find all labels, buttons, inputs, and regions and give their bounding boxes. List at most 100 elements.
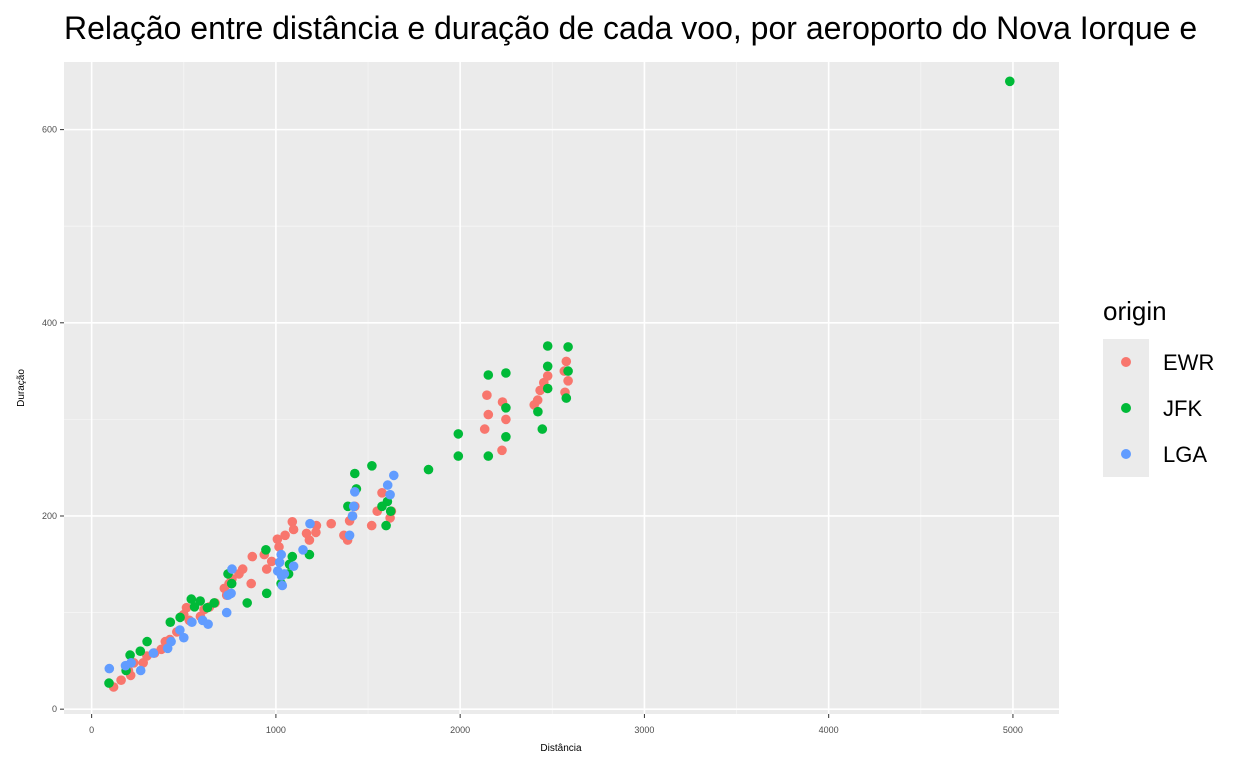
legend-swatch-lga	[1121, 449, 1131, 459]
data-point-ewr	[116, 675, 126, 685]
data-point-jfk	[104, 678, 114, 688]
data-point-lga	[389, 470, 399, 481]
data-point-jfk	[542, 341, 553, 351]
data-point-lga	[226, 588, 236, 599]
data-point-ewr	[304, 535, 315, 545]
data-point-ewr	[280, 530, 290, 541]
data-point-lga	[227, 564, 237, 574]
data-point-jfk	[537, 424, 548, 434]
data-point-jfk	[287, 551, 298, 562]
data-point-jfk	[165, 617, 176, 627]
data-point-ewr	[482, 390, 492, 401]
x-tick-label: 0	[89, 725, 94, 735]
data-point-jfk	[533, 406, 543, 417]
data-point-jfk	[483, 451, 494, 461]
data-point-jfk	[125, 650, 135, 660]
data-point-ewr	[326, 518, 337, 529]
data-point-ewr	[483, 409, 494, 420]
x-tick-label: 4000	[819, 725, 839, 735]
data-point-ewr	[266, 556, 277, 567]
x-tick-label: 3000	[634, 725, 654, 735]
data-point-ewr	[497, 445, 507, 456]
data-point-lga	[305, 518, 315, 529]
x-axis-label: Distância	[540, 743, 582, 754]
y-tick-label: 400	[42, 318, 57, 328]
legend-swatch-jfk	[1121, 403, 1131, 413]
data-point-ewr	[535, 385, 545, 396]
data-point-lga	[347, 511, 358, 521]
data-point-ewr	[366, 520, 377, 531]
data-point-ewr	[479, 424, 490, 434]
data-point-jfk	[226, 578, 237, 589]
data-point-jfk	[453, 451, 464, 461]
data-point-jfk	[350, 468, 360, 479]
data-point-lga	[126, 658, 136, 668]
data-point-jfk	[381, 520, 391, 531]
data-point-lga	[276, 549, 287, 560]
axes: 0 1000 2000 3000 4000 5000 0 200 400 600	[42, 125, 1023, 735]
data-point-jfk	[483, 370, 494, 380]
data-point-jfk	[202, 602, 213, 613]
data-point-lga	[277, 580, 288, 591]
legend-key-lga	[1103, 431, 1149, 477]
data-point-lga	[348, 501, 359, 512]
data-point-lga	[221, 607, 232, 618]
data-points	[104, 76, 1015, 692]
data-point-lga	[148, 648, 159, 658]
data-point-jfk	[423, 464, 434, 475]
data-point-ewr	[561, 356, 572, 367]
data-point-jfk	[561, 393, 572, 403]
data-point-lga	[385, 489, 395, 500]
data-point-jfk	[501, 403, 511, 413]
x-tick-label: 5000	[1003, 725, 1023, 735]
legend-label-ewr: EWR	[1163, 350, 1215, 375]
legend-key-jfk	[1103, 385, 1149, 431]
major-grid	[64, 62, 1059, 714]
data-point-jfk	[242, 598, 252, 608]
data-point-jfk	[1005, 76, 1015, 87]
data-point-lga	[279, 569, 290, 579]
data-point-ewr	[501, 414, 511, 425]
legend-title: origin	[1103, 296, 1167, 326]
legend-label-lga: LGA	[1163, 442, 1208, 467]
data-point-jfk	[135, 646, 146, 656]
data-point-lga	[298, 545, 308, 555]
data-point-ewr	[377, 488, 387, 498]
data-point-jfk	[501, 432, 511, 442]
plot-panel	[64, 62, 1059, 714]
data-point-lga	[166, 636, 176, 647]
data-point-jfk	[453, 429, 464, 439]
data-point-lga	[135, 665, 146, 676]
data-point-lga	[288, 561, 299, 571]
data-point-ewr	[288, 524, 299, 535]
data-point-jfk	[195, 596, 205, 606]
data-point-lga	[175, 625, 185, 635]
data-point-jfk	[175, 612, 185, 623]
data-point-jfk	[209, 598, 219, 608]
data-point-jfk	[563, 366, 573, 376]
data-point-jfk	[142, 636, 152, 647]
chart-title: Relação entre distância e duração de cad…	[64, 10, 1198, 46]
data-point-jfk	[186, 594, 197, 604]
data-point-jfk	[385, 506, 396, 516]
y-tick-label: 600	[42, 125, 57, 135]
data-point-ewr	[274, 542, 284, 552]
data-point-lga	[203, 619, 213, 629]
legend-swatch-ewr	[1121, 357, 1131, 367]
data-point-lga	[187, 617, 197, 627]
data-point-lga	[104, 663, 115, 674]
data-point-jfk	[261, 588, 272, 599]
legend-key-ewr	[1103, 339, 1149, 385]
x-tick-label: 2000	[450, 725, 470, 735]
data-point-ewr	[247, 551, 258, 562]
data-point-ewr	[246, 578, 256, 589]
data-point-lga	[344, 530, 355, 541]
data-point-ewr	[272, 534, 283, 544]
y-tick-label: 0	[52, 704, 57, 714]
data-point-ewr	[563, 376, 573, 386]
data-point-lga	[179, 632, 189, 643]
data-point-jfk	[542, 383, 553, 394]
data-point-ewr	[287, 517, 298, 527]
data-point-ewr	[261, 564, 272, 574]
